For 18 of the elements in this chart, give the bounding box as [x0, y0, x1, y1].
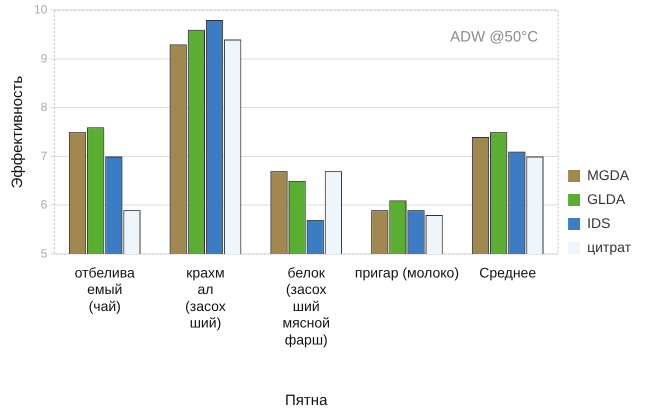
text: ADW @50°C	[450, 28, 538, 46]
x-axis-title: Пятна	[285, 392, 328, 410]
y-tick-label: 9	[40, 51, 48, 66]
legend-label: GLDA	[587, 190, 626, 207]
x-tick-label: пригар (молоко)	[354, 264, 459, 280]
y-axis-title: Эффективность	[9, 76, 26, 188]
x-tick-label: крахм ал (засох ший)	[185, 264, 226, 331]
y-tick-label: 6	[40, 198, 48, 212]
y-tick-label: 5	[40, 246, 48, 260]
x-tick-label: белок (засох ший мясной фарш)	[282, 264, 330, 348]
x-tick-label: отбелива емый (чай)	[74, 264, 135, 314]
legend-label: MGDA	[587, 166, 630, 183]
legend-label: IDS	[587, 214, 610, 231]
y-tick-label: 7	[40, 148, 48, 163]
y-tick-label: 10	[34, 2, 48, 17]
x-tick-label: Среднее	[479, 264, 536, 280]
y-tick-label: 8	[40, 100, 48, 114]
legend-label: цитрат	[587, 238, 632, 255]
